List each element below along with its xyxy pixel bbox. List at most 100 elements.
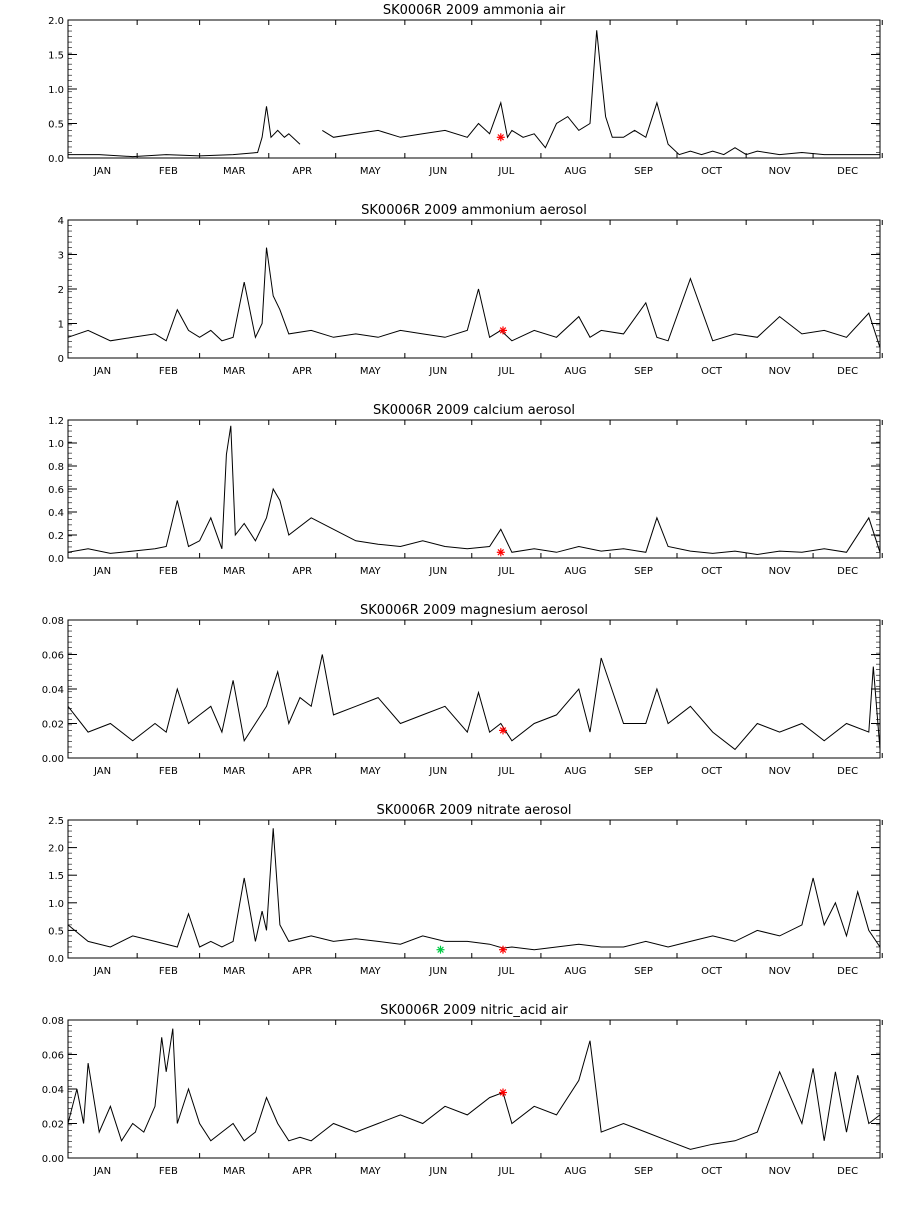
y-tick-label: 1.0 — [48, 899, 64, 910]
month-label: MAY — [360, 1166, 382, 1177]
month-label: FEB — [159, 766, 178, 777]
y-tick-label: 0.06 — [42, 651, 64, 662]
month-label: JAN — [93, 166, 111, 177]
data-point-marker — [499, 945, 507, 954]
month-label: MAR — [223, 1166, 245, 1177]
month-label: FEB — [159, 1166, 178, 1177]
y-tick-label: 1.0 — [48, 85, 64, 96]
plot-frame — [67, 819, 881, 959]
month-label: FEB — [159, 566, 178, 577]
chart-title: SK0006R 2009 ammonium aerosol — [361, 203, 587, 218]
month-label: JUL — [497, 566, 514, 577]
chart-panel-5: SK0006R 2009 nitrate aerosol 0.0 0.5 1.0 1.5… — [48, 803, 883, 977]
month-label: APR — [292, 966, 312, 977]
month-label: JUL — [497, 1166, 514, 1177]
marker-stroke — [497, 548, 505, 556]
month-label: APR — [292, 766, 312, 777]
data-point-marker — [499, 726, 507, 735]
month-label: APR — [292, 1166, 312, 1177]
chart-panel-2: SK0006R 2009 ammonium aerosol 0 1 2 3 4 JAN FEB… — [58, 203, 883, 377]
chart-panel-3: SK0006R 2009 calcium aerosol 0.0 0.2 0.4 0.6… — [48, 403, 883, 577]
y-tick-label: 0.6 — [48, 485, 64, 496]
month-label: OCT — [701, 766, 723, 777]
month-label: JAN — [93, 1166, 111, 1177]
y-tick-label: 0.04 — [42, 685, 64, 696]
month-label: NOV — [769, 766, 791, 777]
marker-stroke — [499, 327, 507, 334]
month-label: DEC — [837, 966, 858, 977]
month-label: DEC — [837, 1166, 858, 1177]
marker-stroke — [497, 134, 505, 141]
y-tick-label: 0.5 — [48, 926, 64, 937]
month-label: NOV — [769, 166, 791, 177]
y-tick-label: 1 — [58, 320, 64, 331]
plot-frame — [67, 19, 881, 159]
month-label: MAR — [223, 166, 245, 177]
month-label: JUN — [428, 1166, 447, 1177]
y-tick-label: 0 — [58, 354, 64, 365]
y-tick-label: 0.02 — [42, 720, 64, 731]
month-label: JUN — [428, 566, 447, 577]
month-label: MAY — [360, 366, 382, 377]
chart-title: SK0006R 2009 nitric_acid air — [380, 1003, 568, 1018]
month-label: MAY — [360, 766, 382, 777]
plot-frame — [67, 1019, 881, 1159]
y-tick-label: 2 — [58, 285, 64, 296]
month-label: NOV — [769, 1166, 791, 1177]
month-label: MAR — [223, 766, 245, 777]
y-tick-label: 0.04 — [42, 1085, 64, 1096]
chart-panel-6: SK0006R 2009 nitric_acid air 0.00 0.02 0.04… — [42, 1003, 883, 1177]
month-label: JAN — [93, 366, 111, 377]
y-tick-label: 0.08 — [42, 1016, 64, 1027]
month-label: SEP — [634, 1166, 653, 1177]
marker-stroke — [437, 946, 444, 953]
month-label: MAY — [360, 166, 382, 177]
y-tick-label: 2.0 — [48, 844, 64, 855]
marker-stroke — [499, 727, 507, 734]
y-tick-label: 0.06 — [42, 1051, 64, 1062]
month-label: OCT — [701, 1166, 723, 1177]
month-label: OCT — [701, 366, 723, 377]
month-label: DEC — [837, 366, 858, 377]
month-label: JAN — [93, 766, 111, 777]
month-label: JUN — [428, 366, 447, 377]
month-label: JUL — [497, 166, 514, 177]
plot-frame — [67, 419, 881, 559]
month-label: DEC — [837, 166, 858, 177]
month-label: MAY — [360, 966, 382, 977]
month-label: APR — [292, 166, 312, 177]
chart-title: SK0006R 2009 ammonia air — [383, 3, 566, 18]
y-tick-label: 3 — [58, 251, 64, 262]
month-label: SEP — [634, 766, 653, 777]
month-label: AUG — [565, 966, 587, 977]
y-tick-label: 0.00 — [42, 1154, 64, 1165]
month-label: NOV — [769, 966, 791, 977]
y-tick-label: 2.0 — [48, 16, 64, 27]
y-tick-label: 1.2 — [48, 416, 64, 427]
plot-frame — [67, 619, 881, 759]
month-label: JAN — [93, 566, 111, 577]
data-point-marker — [436, 945, 445, 954]
month-label: AUG — [565, 566, 587, 577]
y-tick-label: 0.0 — [48, 554, 64, 565]
month-label: DEC — [837, 766, 858, 777]
month-label: FEB — [159, 966, 178, 977]
month-label: OCT — [701, 566, 723, 577]
month-label: MAR — [223, 566, 245, 577]
series-line-1 — [67, 1028, 881, 1150]
month-label: OCT — [701, 966, 723, 977]
data-point-marker — [496, 133, 505, 142]
month-label: AUG — [565, 166, 587, 177]
marker-stroke — [499, 1089, 507, 1096]
chart-title: SK0006R 2009 magnesium aerosol — [360, 603, 588, 618]
y-tick-label: 0.0 — [48, 154, 64, 165]
series-line-1 — [67, 425, 881, 556]
month-label: JUN — [428, 966, 447, 977]
series-line-1 — [67, 654, 881, 751]
data-point-marker — [496, 548, 505, 557]
month-label: AUG — [565, 366, 587, 377]
month-label: JUL — [497, 366, 514, 377]
y-tick-label: 0.8 — [48, 462, 64, 473]
